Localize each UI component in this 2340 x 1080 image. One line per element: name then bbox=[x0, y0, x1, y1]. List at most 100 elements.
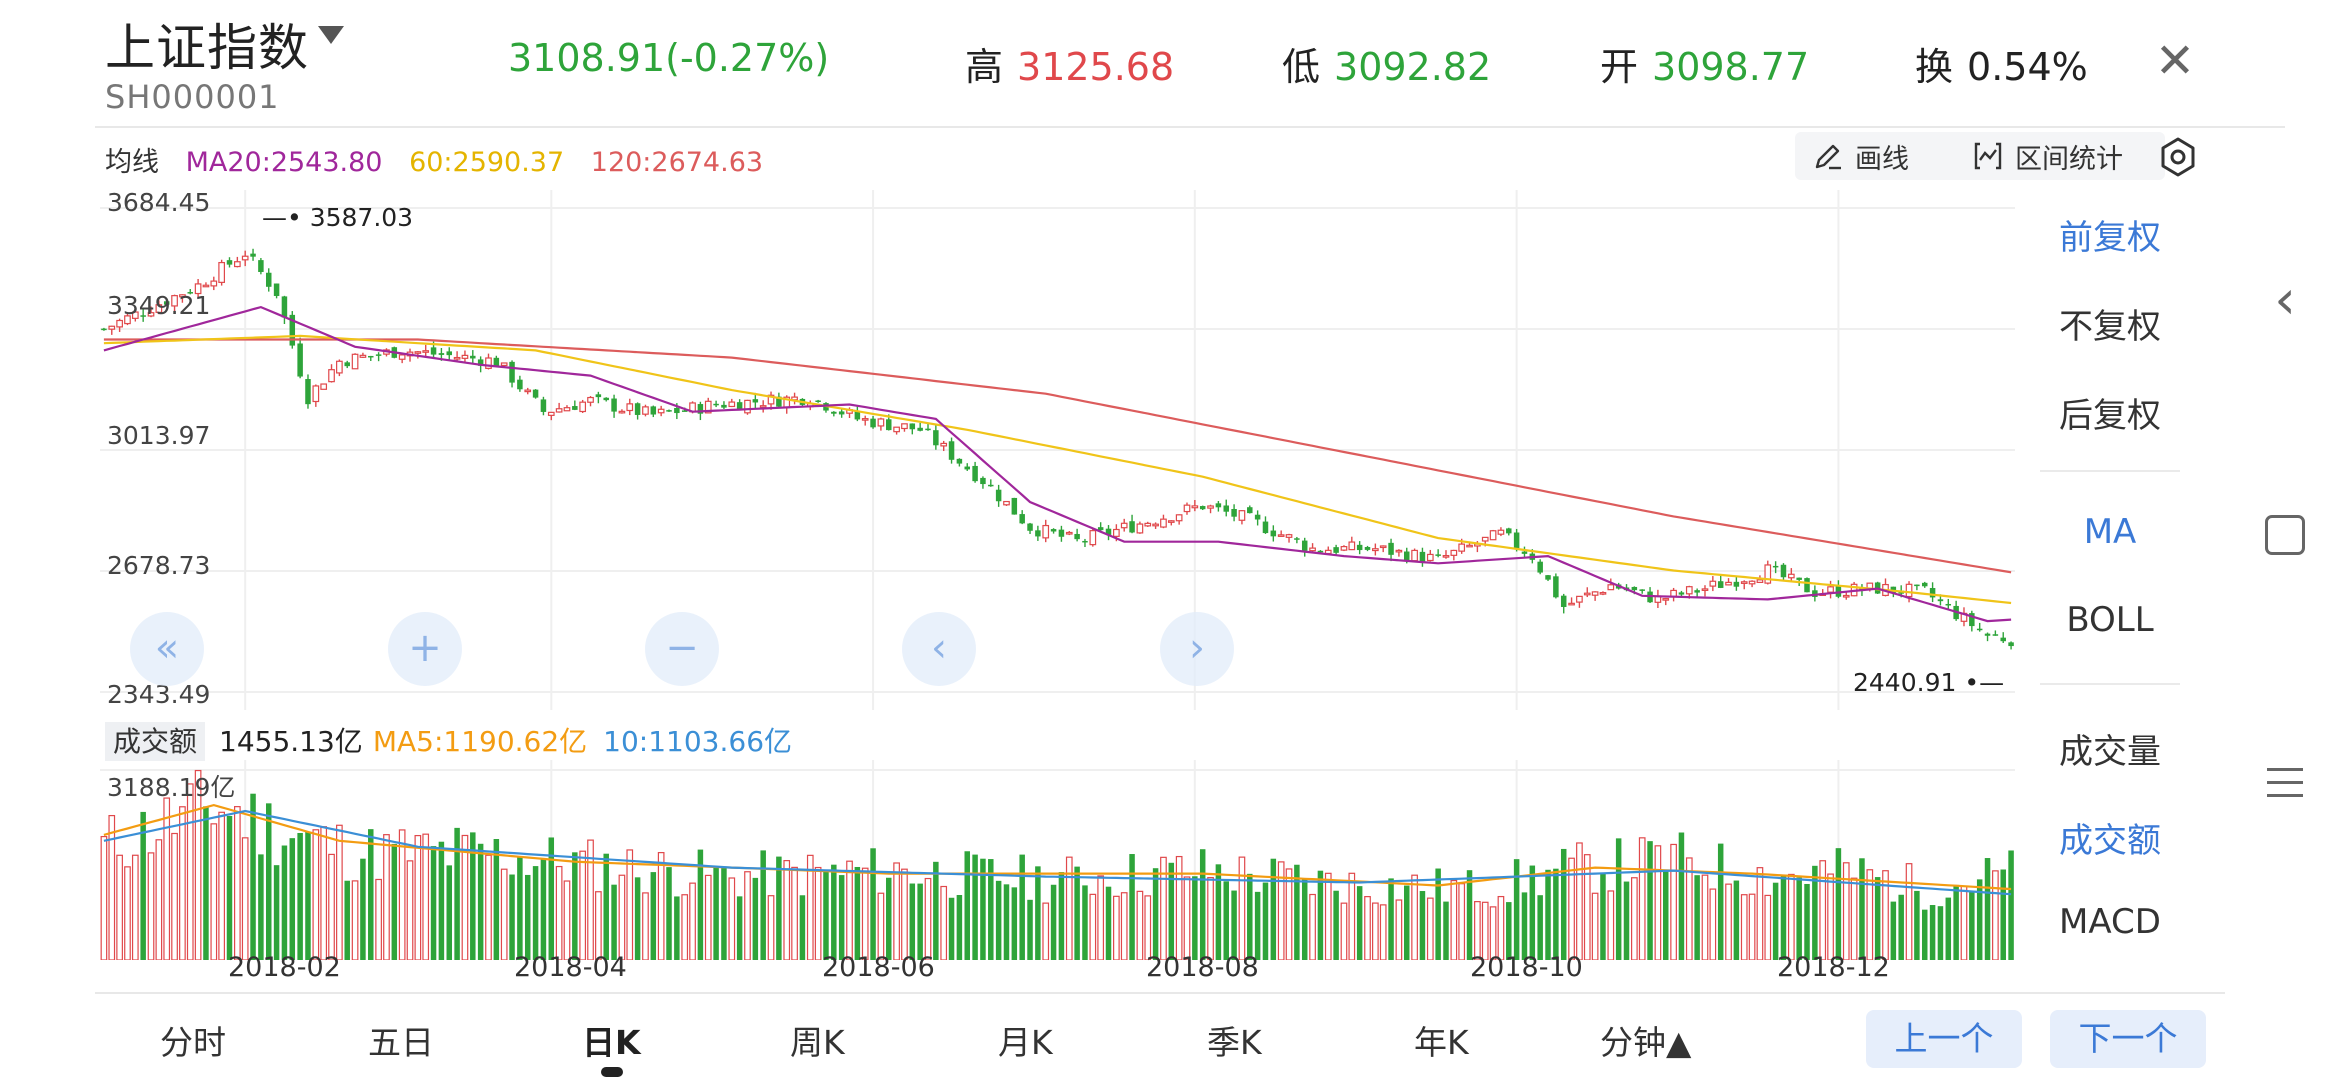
volume-bar-down bbox=[1058, 872, 1065, 960]
candle-body-down bbox=[634, 403, 641, 415]
candle-body-up bbox=[320, 383, 328, 390]
volume-bar-up bbox=[1819, 860, 1827, 960]
candle-body-up bbox=[1136, 523, 1144, 534]
volume-bar-up bbox=[744, 871, 751, 960]
side-forward-adjust[interactable]: 前复权 bbox=[2059, 218, 2161, 258]
volume-bar-down bbox=[1835, 848, 1842, 960]
volume-bar-down bbox=[721, 866, 727, 960]
volume-bar-up bbox=[1183, 876, 1191, 960]
volume-bar-down bbox=[1560, 848, 1567, 960]
volume-bar-up bbox=[218, 811, 225, 960]
close-icon[interactable]: ✕ bbox=[2154, 33, 2196, 89]
volume-chart[interactable] bbox=[100, 760, 2015, 960]
side-volume[interactable]: 成交量 bbox=[2059, 732, 2161, 772]
candle-body-down bbox=[854, 411, 861, 420]
menu-icon[interactable] bbox=[2250, 768, 2320, 797]
open-label: 开 bbox=[1600, 45, 1639, 89]
page-title[interactable]: 上证指数 bbox=[105, 19, 309, 77]
ma120-value: 120:2674.63 bbox=[590, 147, 764, 178]
volume-bar-down bbox=[1537, 895, 1543, 960]
side-backward-adjust[interactable]: 后复权 bbox=[2059, 396, 2161, 436]
zoom-in-button[interactable]: + bbox=[388, 612, 462, 686]
candle-body-down bbox=[1945, 603, 1952, 606]
side-turnover-amount[interactable]: 成交额 bbox=[2059, 821, 2161, 861]
volume-bar-down bbox=[988, 859, 994, 960]
volume-bar-down bbox=[1356, 886, 1363, 960]
candle-body-down bbox=[1992, 634, 1999, 636]
tab-weekly-k[interactable]: 周K bbox=[790, 1023, 845, 1062]
candle-body-up bbox=[1191, 505, 1199, 509]
candle-body-down bbox=[273, 283, 280, 296]
candle-body-down bbox=[1317, 550, 1324, 553]
tab-five-day[interactable]: 五日 bbox=[368, 1023, 434, 1062]
side-boll[interactable]: BOLL bbox=[2066, 600, 2154, 640]
scroll-left-button[interactable]: ‹ bbox=[902, 612, 976, 686]
high-marker-value: 3587.03 bbox=[309, 203, 414, 232]
candle-body-up bbox=[940, 442, 948, 447]
zoom-out-button[interactable]: − bbox=[645, 612, 719, 686]
volume-bar-down bbox=[1129, 854, 1135, 960]
tab-intraday[interactable]: 分时 bbox=[160, 1023, 226, 1062]
candle-body-down bbox=[1780, 564, 1787, 578]
side-macd[interactable]: MACD bbox=[2059, 902, 2161, 942]
volume-bar-up bbox=[500, 868, 508, 960]
candle-body-down bbox=[1914, 584, 1920, 587]
candle-body-up bbox=[179, 294, 186, 298]
volume-bar-up bbox=[1136, 890, 1144, 960]
next-stock-button[interactable]: 下一个 bbox=[2050, 1010, 2206, 1068]
open-value: 3098.77 bbox=[1652, 45, 1810, 89]
side-ma[interactable]: MA bbox=[2083, 512, 2137, 552]
candle-body-up bbox=[618, 410, 626, 414]
volume-bar-up bbox=[681, 894, 689, 960]
candle-body-down bbox=[1678, 592, 1685, 595]
candle-body-up bbox=[1591, 591, 1599, 596]
home-icon[interactable] bbox=[2250, 515, 2320, 555]
tab-monthly-k[interactable]: 月K bbox=[998, 1023, 1053, 1062]
ma60-value: 60:2590.37 bbox=[409, 147, 565, 178]
volume-bar-down bbox=[1796, 877, 1802, 960]
volume-bar-up bbox=[1042, 902, 1050, 960]
range-stats-button[interactable]: 区间统计 bbox=[1955, 132, 2165, 180]
draw-line-button[interactable]: 画线 bbox=[1795, 132, 1965, 180]
caret-down-icon[interactable] bbox=[318, 26, 344, 44]
stock-code: SH000001 bbox=[105, 78, 280, 116]
candle-body-up bbox=[1725, 581, 1732, 586]
tab-quarterly-k[interactable]: 季K bbox=[1207, 1023, 1262, 1062]
candle-body-down bbox=[1804, 578, 1810, 593]
volume-bar-down bbox=[611, 884, 617, 960]
draw-line-label: 画线 bbox=[1855, 143, 1909, 175]
volume-bar-down bbox=[1333, 890, 1339, 960]
scroll-right-button[interactable]: › bbox=[1160, 612, 1234, 686]
volume-bar-up bbox=[1882, 870, 1889, 960]
volume-bar-down bbox=[368, 829, 374, 960]
volume-bar-up bbox=[555, 865, 563, 960]
back-icon[interactable]: ‹ bbox=[2274, 268, 2296, 331]
volume-bar-up bbox=[131, 854, 139, 960]
prev-stock-button[interactable]: 上一个 bbox=[1866, 1010, 2022, 1068]
volume-bar-down bbox=[250, 793, 256, 960]
candle-body-down bbox=[438, 353, 445, 355]
volume-bar-down bbox=[650, 872, 657, 960]
tab-yearly-k[interactable]: 年K bbox=[1414, 1023, 1469, 1062]
volume-bar-up bbox=[1701, 874, 1709, 960]
volume-bar-down bbox=[1019, 854, 1025, 960]
jump-first-button[interactable]: « bbox=[130, 612, 204, 686]
volume-bar-up bbox=[940, 885, 948, 960]
candle-body-up bbox=[414, 351, 422, 354]
price-axis-bottom: 2343.49 bbox=[107, 680, 211, 709]
candle-body-up bbox=[155, 304, 163, 313]
side-no-adjust[interactable]: 不复权 bbox=[2059, 307, 2161, 347]
candle-body-up bbox=[1827, 586, 1834, 593]
gear-icon[interactable] bbox=[2155, 134, 2201, 180]
candle-body-up bbox=[1497, 529, 1505, 535]
volume-bar-up bbox=[485, 854, 492, 960]
tab-minute[interactable]: 分钟▲ bbox=[1600, 1023, 1692, 1062]
volume-bar-down bbox=[1027, 899, 1033, 960]
candle-body-down bbox=[697, 404, 704, 414]
volume-bar-down bbox=[265, 803, 272, 960]
candle-body-down bbox=[1074, 533, 1080, 540]
tab-daily-k[interactable]: 日K bbox=[582, 1023, 641, 1062]
kline-chart[interactable] bbox=[100, 190, 2015, 710]
volume-bar-down bbox=[1506, 902, 1512, 960]
volume-bar-up bbox=[728, 877, 736, 960]
